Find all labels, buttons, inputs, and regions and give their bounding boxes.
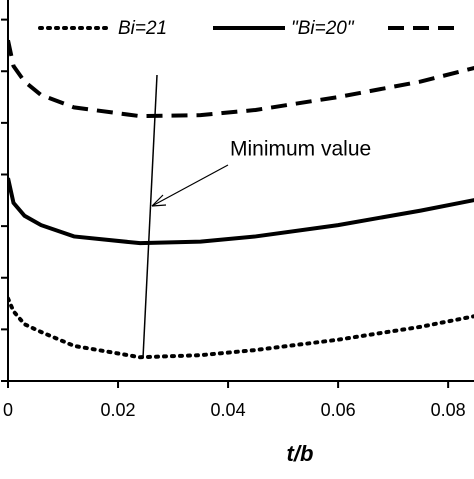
series-line: [8, 296, 474, 360]
legend-label: Bi=21: [118, 18, 167, 39]
x-tick-label: 0.04: [211, 400, 246, 420]
x-axis-label: t/b: [287, 441, 314, 466]
annotation: Minimum value: [230, 138, 371, 161]
x-tick-label: 0: [3, 400, 13, 420]
plot-area: [8, 39, 474, 360]
arrow-head: [151, 194, 167, 207]
minimum-line: [142, 74, 158, 359]
x-tick-label: 0.08: [431, 400, 466, 420]
legend-label: "Bi=20": [291, 18, 355, 39]
annotation-arrow: [151, 164, 229, 207]
x-tick-label: 0.06: [321, 400, 356, 420]
series-line: [8, 177, 474, 246]
series-line: [8, 39, 474, 119]
x-tick-label: 0.02: [101, 400, 136, 420]
